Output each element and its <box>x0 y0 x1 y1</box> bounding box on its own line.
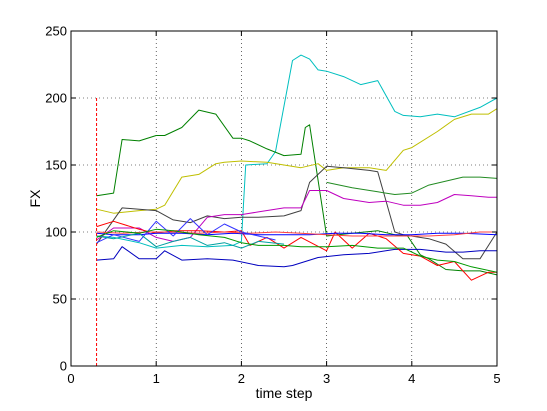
series-line-10 <box>96 231 497 237</box>
series-line-11 <box>96 218 276 244</box>
series-line-13 <box>96 228 497 273</box>
series-line-8 <box>96 220 497 281</box>
series-line-4 <box>96 165 497 260</box>
series-line-3 <box>96 108 497 214</box>
x-axis-label: time step <box>256 385 313 401</box>
y-tick-label: 200 <box>45 91 67 106</box>
x-tick-label: 3 <box>323 371 330 386</box>
series-line-12 <box>96 232 285 249</box>
series-line-1 <box>96 54 497 249</box>
y-tick-label: 0 <box>60 359 67 374</box>
series-line-5 <box>326 176 497 195</box>
x-tick-label: 5 <box>493 371 500 386</box>
series-line-9 <box>96 232 497 236</box>
y-tick-label: 100 <box>45 225 67 240</box>
y-tick-label: 250 <box>45 24 67 39</box>
x-tick-label: 4 <box>408 371 415 386</box>
y-tick-label: 150 <box>45 158 67 173</box>
x-tick-label: 2 <box>238 371 245 386</box>
x-tick-label: 1 <box>153 371 160 386</box>
y-axis-label: FX <box>27 189 43 208</box>
x-tick-label: 0 <box>67 371 74 386</box>
axes-box <box>70 30 498 367</box>
series-line-6 <box>96 190 497 242</box>
series-group <box>96 54 497 366</box>
series-line-7 <box>96 246 497 268</box>
y-tick-label: 50 <box>53 292 67 307</box>
